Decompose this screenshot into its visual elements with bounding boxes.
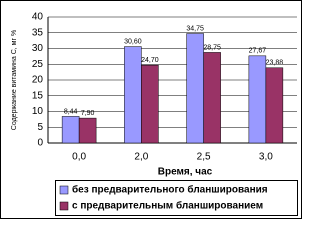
legend-label: без предварительного бланширования (72, 184, 268, 196)
value-label: 30,60 (124, 38, 142, 45)
value-label: 7,90 (81, 110, 95, 117)
legend-label: с предварительным бланшированием (72, 200, 263, 212)
value-label: 27,67 (249, 48, 267, 55)
legend-swatch (59, 201, 69, 211)
bar (203, 52, 221, 144)
x-tick-label: 0,0 (72, 152, 86, 163)
y-tick-label: 5 (37, 122, 43, 133)
legend-swatch (59, 185, 69, 195)
bar (186, 33, 204, 144)
y-tick-label: 25 (32, 59, 44, 70)
legend-box (55, 180, 298, 216)
value-label: 23,88 (266, 60, 284, 67)
bar (61, 116, 80, 144)
bar (265, 67, 284, 144)
bar (248, 55, 267, 144)
bar (124, 46, 142, 144)
x-tick-label: 2,0 (134, 152, 148, 163)
y-tick-label: 40 (32, 12, 44, 23)
x-tick-label: 2,5 (197, 152, 211, 163)
y-tick-label: 30 (32, 43, 44, 54)
value-label: 8,44 (64, 108, 78, 115)
bar (78, 117, 97, 144)
value-label: 24,70 (141, 57, 159, 64)
x-axis-title: Время, час (158, 167, 213, 178)
value-label: 34,75 (186, 25, 204, 32)
y-axis-title: Содержание витамина С, мг % (11, 30, 18, 130)
bar (141, 64, 159, 144)
y-tick-label: 15 (32, 90, 44, 101)
value-label: 28,75 (203, 44, 221, 51)
y-tick-label: 35 (32, 27, 44, 38)
x-tick-label: 3,0 (259, 152, 273, 163)
y-tick-label: 20 (32, 75, 44, 86)
y-tick-label: 0 (37, 138, 43, 149)
y-tick-label: 10 (32, 106, 44, 117)
chart: Содержание витамина С, мг % Время, час 0… (0, 0, 302, 219)
